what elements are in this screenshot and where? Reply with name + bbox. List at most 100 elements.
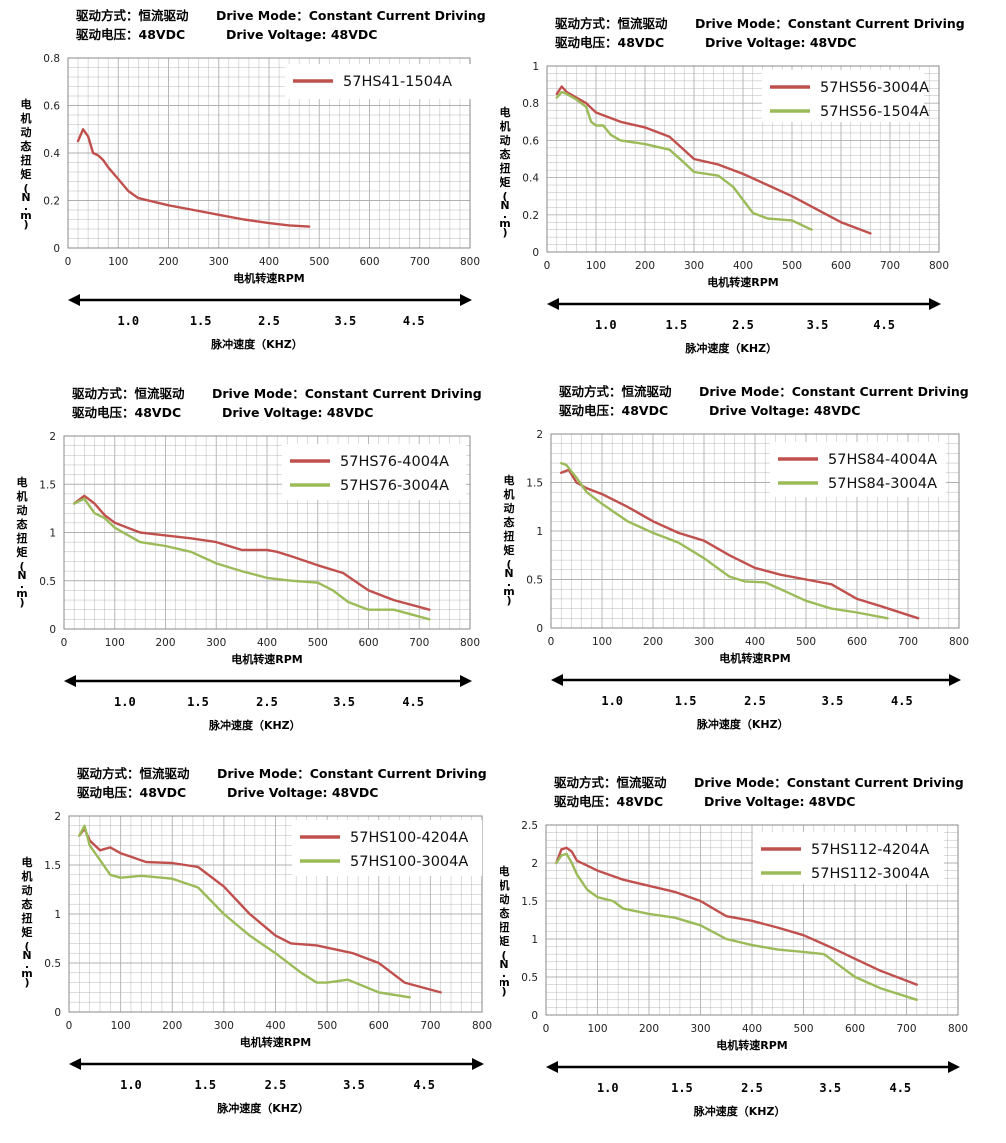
- series-line: [560, 461, 889, 620]
- x-tick-label: 700: [896, 1023, 916, 1035]
- drive-mode-en: Drive Mode：Constant Current Driving: [695, 16, 965, 31]
- pulse-tick-label: 1.0: [114, 695, 136, 709]
- x-tick-label: 500: [317, 1020, 337, 1032]
- x-tick-label: 100: [111, 1020, 131, 1032]
- drive-voltage-cn: 驱动电压：48VDC: [77, 785, 186, 800]
- x-tick-label: 300: [214, 1020, 234, 1032]
- x-tick-label: 400: [742, 1023, 762, 1035]
- chart-panel: 驱动方式：恒流驱动 Drive Mode：Constant Current Dri…: [0, 0, 500, 372]
- series-line: [555, 846, 918, 986]
- drive-voltage-en: Drive Voltage: 48VDC: [705, 35, 856, 50]
- legend-label: 57HS56-1504A: [820, 104, 929, 120]
- drive-mode-en: Drive Mode：Constant Current Driving: [699, 384, 969, 399]
- y-tick-label: 2: [49, 431, 56, 443]
- pulse-tick-label: 2.5: [741, 1081, 763, 1095]
- x-tick-label: 500: [793, 1023, 813, 1035]
- y-tick-label: 2: [531, 858, 538, 870]
- pulse-tick-label: 2.5: [744, 694, 766, 708]
- pulse-tick-label: 2.5: [265, 1078, 287, 1092]
- plot-frame: [68, 815, 483, 1013]
- pulse-tick-label: 4.5: [889, 1081, 911, 1095]
- arrow-left-icon: [69, 1058, 81, 1070]
- drive-mode-cn: 驱动方式：恒流驱动: [76, 8, 189, 23]
- arrow-left-icon: [68, 294, 80, 306]
- pulse-tick-label: 3.5: [819, 1081, 841, 1095]
- pulse-axis-label: 脉冲速度（KHZ）: [210, 337, 303, 351]
- drive-voltage-en: Drive Voltage: 48VDC: [709, 403, 860, 418]
- drive-mode-cn: 驱动方式：恒流驱动: [555, 16, 668, 31]
- arrow-right-icon: [949, 674, 961, 686]
- x-tick-label: 400: [265, 1020, 285, 1032]
- x-tick-label: 0: [65, 256, 72, 268]
- pulse-tick-label: 3.5: [343, 1078, 365, 1092]
- series-line: [555, 85, 872, 235]
- arrow-right-icon: [948, 1061, 960, 1073]
- drive-mode-en: Drive Mode：Constant Current Driving: [212, 386, 482, 401]
- pulse-axis-label: 脉冲速度（KHZ）: [696, 717, 789, 731]
- y-tick-label: 0.5: [44, 958, 61, 970]
- x-tick-label: 500: [782, 260, 802, 272]
- series-line: [76, 128, 311, 228]
- x-tick-label: 300: [694, 636, 714, 648]
- pulse-tick-label: 1.5: [187, 695, 209, 709]
- x-tick-label: 200: [155, 637, 175, 649]
- pulse-tick-label: 4.5: [413, 1078, 435, 1092]
- x-tick-label: 100: [108, 256, 128, 268]
- y-tick-label: 1.5: [526, 478, 543, 490]
- x-tick-label: 200: [643, 636, 663, 648]
- legend-label: 57HS112-4204A: [811, 842, 929, 858]
- x-axis-label: 电机转速RPM: [719, 651, 790, 665]
- y-tick-label: 0: [53, 243, 60, 255]
- x-tick-label: 500: [308, 637, 328, 649]
- x-tick-label: 0: [66, 1020, 73, 1032]
- x-tick-label: 800: [948, 1023, 968, 1035]
- chart-panel: 驱动方式：恒流驱动 Drive Mode：Constant Current Dri…: [0, 764, 500, 1139]
- y-tick-label: 0: [54, 1007, 61, 1019]
- x-tick-label: 300: [690, 1023, 710, 1035]
- arrow-right-icon: [460, 675, 472, 687]
- pulse-tick-label: 1.0: [120, 1078, 142, 1092]
- x-tick-label: 500: [309, 256, 329, 268]
- y-tick-label: 0.8: [43, 53, 60, 65]
- legend-label: 57HS112-3004A: [811, 866, 929, 882]
- x-axis-label: 电机转速RPM: [240, 1035, 311, 1049]
- y-tick-label: 1: [49, 528, 56, 540]
- x-tick-label: 600: [359, 256, 379, 268]
- y-tick-label: 0: [536, 623, 543, 635]
- y-axis-label: 电机动态扭矩(N. m): [16, 475, 27, 609]
- x-tick-label: 100: [105, 637, 125, 649]
- drive-voltage-cn: 驱动电压：48VDC: [554, 794, 663, 809]
- x-tick-label: 100: [586, 260, 606, 272]
- x-tick-label: 200: [635, 260, 655, 272]
- drive-mode-en: Drive Mode：Constant Current Driving: [216, 8, 486, 23]
- pulse-tick-label: 2.5: [258, 314, 280, 328]
- x-tick-label: 100: [587, 1023, 607, 1035]
- chart-panel: 驱动方式：恒流驱动 Drive Mode：Constant Current Dri…: [499, 0, 1006, 372]
- x-tick-label: 800: [949, 636, 969, 648]
- series-line: [555, 90, 813, 231]
- drive-voltage-en: Drive Voltage: 48VDC: [222, 405, 373, 420]
- y-tick-label: 1: [532, 61, 539, 73]
- pulse-axis-label: 脉冲速度（KHZ）: [693, 1104, 786, 1118]
- x-tick-label: 0: [548, 636, 555, 648]
- drive-mode-cn: 驱动方式：恒流驱动: [554, 775, 667, 790]
- pulse-tick-label: 1.0: [117, 314, 139, 328]
- series-line: [73, 494, 431, 611]
- x-tick-label: 600: [358, 637, 378, 649]
- pulse-tick-label: 4.5: [891, 694, 913, 708]
- y-tick-label: 1.5: [39, 479, 56, 491]
- legend-label: 57HS56-3004A: [820, 80, 929, 96]
- legend-box: [770, 442, 946, 497]
- pulse-tick-label: 1.0: [595, 318, 617, 332]
- drive-voltage-cn: 驱动电压：48VDC: [72, 405, 181, 420]
- drive-voltage-cn: 驱动电压：48VDC: [555, 35, 664, 50]
- y-tick-label: 0: [532, 247, 539, 259]
- series-line: [555, 852, 918, 1001]
- plot-frame: [545, 824, 959, 1016]
- plot-frame: [550, 433, 960, 629]
- drive-voltage-cn: 驱动电压：48VDC: [76, 27, 185, 42]
- arrow-left-icon: [546, 1061, 558, 1073]
- pulse-tick-label: 4.5: [403, 314, 425, 328]
- pulse-tick-label: 2.5: [256, 695, 278, 709]
- pulse-tick-label: 2.5: [732, 318, 754, 332]
